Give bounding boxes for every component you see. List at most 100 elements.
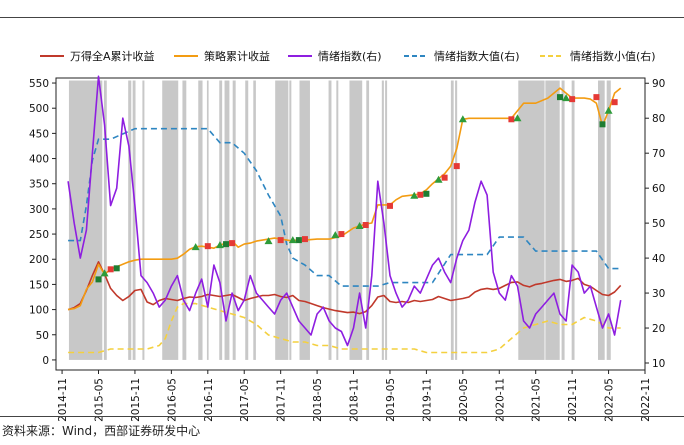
legend-label: 万得全A累计收益: [70, 49, 155, 63]
red-square-marker: [593, 94, 600, 101]
y-tick-label: 550: [29, 78, 49, 90]
x-tick-label: 2017-11: [276, 378, 288, 422]
red-square-marker: [453, 163, 460, 170]
y2-tick-label: 90: [652, 78, 665, 90]
y2-tick-label: 20: [652, 323, 665, 335]
y-tick-label: 150: [29, 279, 49, 291]
series-line: [67, 87, 622, 311]
x-tick-label: 2018-11: [349, 378, 361, 422]
red-square-marker: [386, 202, 393, 209]
shaded-period: [606, 80, 611, 360]
green-triangle-marker: [100, 269, 109, 277]
shaded-period: [598, 80, 605, 360]
x-tick-label: 2015-05: [94, 378, 106, 422]
legend-label: 情绪指数大值(右): [434, 49, 520, 63]
legend-label: 情绪指数(右): [318, 49, 382, 63]
green-triangle-marker: [410, 191, 419, 199]
red-square-marker: [301, 236, 308, 243]
red-square-marker: [107, 266, 114, 273]
x-tick-label: 2022-05: [604, 378, 616, 422]
red-square-marker: [417, 191, 424, 198]
red-square-marker: [229, 240, 236, 247]
source-note: 资料来源：Wind，西部证券研发中心: [2, 424, 201, 438]
y-tick-label: 50: [36, 330, 49, 342]
green-square-marker: [113, 265, 120, 272]
legend-label: 情绪指数小值(右): [570, 49, 656, 63]
shaded-period: [545, 80, 560, 360]
green-triangle-marker: [434, 175, 443, 183]
shaded-period: [336, 80, 339, 360]
shaded-period: [518, 80, 545, 360]
shaded-period: [132, 80, 136, 360]
series-line: [67, 260, 622, 315]
x-tick-label: 2016-11: [203, 378, 215, 422]
green-square-marker: [599, 121, 606, 128]
green-triangle-marker: [264, 237, 273, 245]
green-triangle-marker: [191, 243, 200, 251]
x-tick-label: 2017-05: [239, 378, 251, 422]
shaded-period: [162, 80, 179, 360]
x-tick-label: 2021-05: [531, 378, 543, 422]
red-square-marker: [611, 99, 618, 106]
shaded-period: [299, 80, 310, 360]
green-triangle-marker: [215, 241, 224, 249]
x-tick-label: 2015-11: [130, 378, 142, 422]
shaded-period: [232, 80, 236, 360]
series-line: [67, 75, 622, 347]
shaded-period: [571, 80, 575, 360]
red-square-marker: [508, 116, 515, 123]
green-triangle-marker: [458, 115, 467, 123]
x-tick-label: 2019-05: [385, 378, 397, 422]
shaded-period: [328, 80, 332, 360]
shaded-period: [455, 80, 458, 360]
red-square-marker: [362, 222, 369, 229]
x-tick-label: 2014-11: [57, 378, 69, 422]
bottom-rule: [0, 416, 684, 417]
y-tick-label: 200: [29, 254, 49, 266]
shaded-period: [182, 80, 187, 360]
y2-tick-label: 80: [652, 113, 665, 125]
y2-tick-label: 50: [652, 218, 665, 230]
shaded-period: [253, 80, 256, 360]
y-tick-label: 100: [29, 305, 49, 317]
green-triangle-marker: [355, 222, 364, 230]
red-square-marker: [277, 237, 284, 244]
x-tick-label: 2020-11: [494, 378, 506, 422]
y-tick-label: 300: [29, 204, 49, 216]
red-square-marker: [569, 96, 576, 103]
y-tick-label: 400: [29, 154, 49, 166]
green-triangle-marker: [604, 106, 613, 114]
top-rule: [0, 17, 684, 18]
x-tick-label: 2018-05: [312, 378, 324, 422]
shaded-period: [128, 80, 132, 360]
y2-tick-label: 40: [652, 253, 665, 265]
series-line: [68, 302, 621, 354]
y-tick-label: 250: [29, 229, 49, 241]
shaded-period: [198, 80, 203, 360]
green-triangle-marker: [513, 114, 522, 122]
y-tick-label: 500: [29, 103, 49, 115]
legend-label: 策略累计收益: [204, 49, 270, 63]
shaded-period: [385, 80, 388, 360]
shaded-period: [561, 80, 565, 360]
x-tick-label: 2016-05: [166, 378, 178, 422]
green-square-marker: [295, 237, 302, 244]
red-square-marker: [441, 174, 448, 181]
x-tick-label: 2022-11: [640, 378, 652, 422]
y-tick-label: 450: [29, 128, 49, 140]
shaded-period: [219, 80, 223, 360]
green-triangle-marker: [331, 231, 340, 239]
shaded-period: [366, 80, 370, 360]
y-tick-label: 0: [42, 355, 49, 367]
y2-tick-label: 60: [652, 183, 665, 195]
shaded-period: [450, 80, 454, 360]
green-triangle-marker: [288, 236, 297, 244]
x-tick-label: 2021-11: [567, 378, 579, 422]
green-triangle-marker: [562, 94, 571, 102]
shaded-period: [103, 80, 107, 360]
shaded-period: [349, 80, 363, 360]
green-square-marker: [95, 276, 102, 283]
shaded-period: [224, 80, 230, 360]
